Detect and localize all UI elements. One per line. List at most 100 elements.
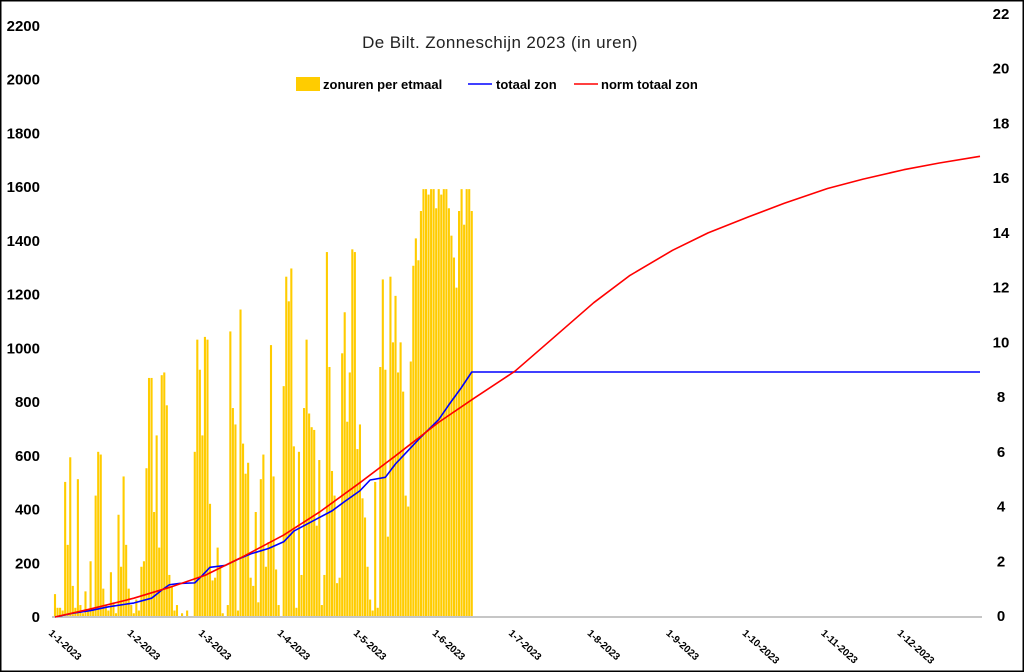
bar bbox=[102, 588, 105, 616]
bar bbox=[338, 577, 341, 616]
bar bbox=[381, 279, 384, 616]
bar bbox=[414, 238, 417, 616]
bar bbox=[295, 607, 298, 616]
bar bbox=[308, 413, 311, 616]
y-left-tick-label: 1400 bbox=[7, 233, 40, 250]
bar bbox=[460, 189, 463, 616]
legend: zonuren per etmaal totaal zon norm totaa… bbox=[296, 77, 698, 92]
bar bbox=[264, 566, 267, 616]
y-axis-left: 0 200 400 600 800 1000 1200 1400 1600 1800 2000 220… bbox=[7, 18, 40, 626]
bar bbox=[140, 566, 143, 616]
bar bbox=[135, 599, 138, 616]
bar bbox=[242, 443, 245, 616]
bar bbox=[386, 536, 389, 616]
bar bbox=[330, 470, 334, 616]
y-left-tick-label: 1600 bbox=[7, 179, 40, 196]
y-left-tick-label: 800 bbox=[15, 394, 40, 411]
y-left-tick-label: 200 bbox=[15, 555, 40, 572]
y-left-tick-label: 1800 bbox=[7, 126, 40, 143]
bar bbox=[399, 342, 402, 616]
bar bbox=[117, 514, 120, 616]
bar bbox=[328, 366, 331, 616]
bar bbox=[249, 577, 252, 616]
bar bbox=[432, 189, 435, 616]
bar bbox=[125, 544, 128, 616]
bar bbox=[97, 451, 100, 616]
bar bbox=[333, 495, 336, 616]
bar bbox=[302, 408, 306, 616]
y-right-tick-label: 4 bbox=[997, 499, 1006, 516]
y-left-tick-label: 400 bbox=[15, 502, 40, 519]
bar bbox=[341, 353, 344, 616]
y-right-tick-label: 8 bbox=[997, 389, 1005, 406]
bar bbox=[160, 375, 163, 616]
bar bbox=[379, 366, 382, 616]
bar bbox=[252, 585, 255, 616]
chart-title: De Bilt. Zonneschijn 2023 (in uren) bbox=[362, 33, 638, 52]
y-right-tick-label: 10 bbox=[993, 334, 1010, 351]
bar bbox=[358, 424, 361, 616]
bar bbox=[336, 583, 339, 616]
bar bbox=[455, 287, 458, 616]
bar bbox=[402, 391, 405, 616]
bar bbox=[150, 377, 153, 616]
bar bbox=[181, 613, 184, 616]
bar bbox=[267, 542, 270, 616]
bar bbox=[99, 454, 102, 616]
bar bbox=[84, 591, 87, 616]
bar bbox=[269, 345, 273, 616]
bar bbox=[216, 547, 219, 616]
bar bbox=[452, 257, 456, 616]
bar bbox=[109, 572, 112, 616]
y-right-tick-label: 2 bbox=[997, 553, 1005, 570]
bar bbox=[231, 408, 234, 616]
bar bbox=[409, 361, 412, 616]
bar bbox=[59, 607, 62, 616]
bar bbox=[424, 189, 428, 616]
bar bbox=[56, 607, 59, 616]
bar bbox=[376, 607, 379, 616]
bar bbox=[196, 339, 199, 616]
y-right-tick-label: 16 bbox=[993, 170, 1010, 187]
bar bbox=[257, 602, 260, 616]
bar bbox=[348, 372, 351, 616]
bar bbox=[155, 435, 158, 616]
bar bbox=[397, 372, 400, 616]
bar bbox=[435, 208, 438, 616]
bar bbox=[300, 574, 303, 616]
bar bbox=[239, 309, 242, 616]
y-left-tick-label: 1000 bbox=[7, 340, 40, 357]
bar bbox=[234, 424, 237, 616]
bar bbox=[470, 211, 473, 616]
bar bbox=[165, 405, 168, 616]
line-totaal-zon bbox=[54, 371, 980, 618]
bar bbox=[254, 512, 257, 616]
bar bbox=[71, 585, 74, 616]
bar bbox=[81, 613, 84, 616]
bar bbox=[206, 339, 209, 616]
bar bbox=[437, 189, 440, 616]
line-norm-totaal-zon bbox=[54, 155, 981, 618]
bar bbox=[226, 605, 229, 616]
bar bbox=[244, 473, 247, 616]
bar bbox=[447, 208, 450, 616]
bar bbox=[203, 336, 206, 616]
bar bbox=[229, 331, 232, 616]
bar bbox=[66, 544, 69, 616]
bar bbox=[440, 194, 443, 616]
bar bbox=[422, 189, 425, 616]
bar bbox=[315, 525, 318, 616]
bar bbox=[69, 457, 72, 616]
bar bbox=[153, 512, 156, 616]
bar bbox=[313, 429, 316, 616]
y-right-tick-label: 18 bbox=[993, 116, 1010, 133]
bar bbox=[369, 599, 372, 616]
bar bbox=[92, 607, 95, 616]
y-left-tick-label: 2000 bbox=[7, 72, 40, 89]
bar bbox=[463, 224, 466, 616]
bar bbox=[127, 588, 130, 616]
bar bbox=[450, 235, 453, 616]
bar bbox=[407, 506, 410, 616]
